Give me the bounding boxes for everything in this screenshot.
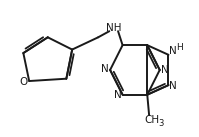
Text: NH: NH — [106, 23, 122, 33]
Text: O: O — [19, 77, 27, 87]
Text: N: N — [101, 64, 109, 74]
Text: 3: 3 — [158, 119, 164, 128]
Text: CH: CH — [144, 115, 159, 125]
Text: N: N — [169, 81, 177, 91]
Text: N: N — [161, 65, 168, 75]
Text: N: N — [169, 46, 177, 56]
Text: N: N — [114, 90, 122, 100]
Text: H: H — [177, 43, 183, 52]
